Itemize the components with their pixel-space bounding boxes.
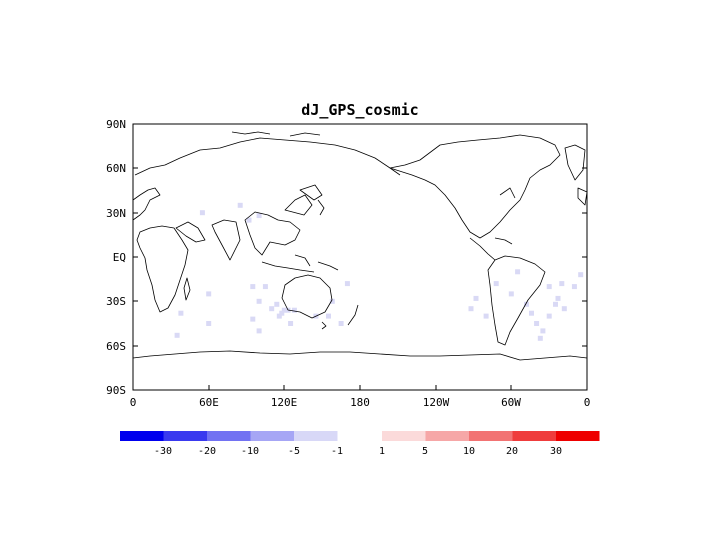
colorbar-swatch [163,431,207,441]
data-cell [483,313,489,319]
colorbar-label: 5 [422,446,428,457]
data-cell [534,321,540,326]
data-cell [246,217,252,223]
lat-label: EQ [113,251,126,264]
data-cell [206,291,212,297]
lat-label: 90S [106,384,126,397]
data-cell [473,295,479,301]
lat-label: 60S [106,340,126,353]
coastlines [132,131,588,361]
data-cell [540,328,546,334]
data-cell [524,301,529,307]
data-cell [329,298,335,304]
data-cell [256,213,262,219]
map-panel: 90N 60N 30N EQ 30S 60S 90S 0 60E 120E 18… [106,118,590,409]
lon-label: 60W [501,396,521,409]
data-cell [555,295,561,301]
data-cell [529,310,534,316]
data-cell [279,310,285,316]
colorbar-label: -1 [331,446,343,457]
data-cell [468,306,474,312]
lat-label: 60N [106,162,126,175]
colorbar-label: -10 [241,446,259,457]
map-title: dJ_GPS_cosmic [301,101,418,119]
colorbar-labels: -30 -20 -10 -5 -1 1 5 10 20 30 [154,446,562,457]
data-cell [546,284,552,290]
axis-ticks [132,123,588,391]
colorbar-swatch [207,431,251,441]
data-cell [537,335,543,341]
colorbar-swatch [469,431,513,441]
colorbar-swatch [120,431,164,441]
data-cell [291,307,297,313]
map-background [132,123,588,391]
colorbar: -30 -20 -10 -5 -1 1 5 10 20 30 [120,431,600,457]
data-cell [256,328,262,334]
data-cell [571,284,577,290]
data-cell [199,210,205,216]
data-cell [344,281,350,287]
colorbar-swatch [382,431,426,441]
data-cell [256,298,262,304]
data-cell [493,281,499,287]
data-cell [250,284,256,290]
data-cell [546,313,552,319]
lat-label: 30S [106,295,126,308]
data-cell [561,306,567,312]
data-cell [515,269,521,275]
colorbar-label: 30 [550,446,562,457]
data-cell [174,332,180,338]
data-cell [237,202,243,208]
colorbar-label: -20 [198,446,216,457]
data-cell [206,321,212,326]
lon-label: 120W [423,396,450,409]
data-cell [578,272,584,278]
lon-label: 180 [350,396,370,409]
data-cell [178,310,184,316]
colorbar-label: -5 [288,446,300,457]
lon-label: 60E [199,396,219,409]
lat-label: 90N [106,118,126,131]
colorbar-swatch [294,431,338,441]
lat-labels: 90N 60N 30N EQ 30S 60S 90S [106,118,126,397]
data-cell [274,301,280,307]
data-cell [276,313,282,319]
data-cell [338,321,344,326]
data-cell [281,307,287,313]
data-cell [262,284,268,290]
colorbar-label: 1 [379,446,385,457]
lat-label: 30N [106,207,126,220]
data-cell [326,313,331,319]
colorbar-swatch [512,431,556,441]
colorbar-label: 20 [506,446,518,457]
colorbar-swatch [250,431,294,441]
lon-label: 0 [130,396,137,409]
colorbar-label: -30 [154,446,172,457]
data-cell [250,316,256,322]
lon-label: 0 [584,396,591,409]
colorbar-boxes [120,431,600,441]
lon-labels: 0 60E 120E 180 120W 60W 0 [130,396,591,409]
data-cell [553,301,558,307]
data-cell [269,306,275,312]
data-cell [288,321,294,326]
data-cell [508,291,514,297]
data-cell [559,281,565,287]
colorbar-swatch [556,431,600,441]
colorbar-label: 10 [463,446,475,457]
lon-label: 120E [271,396,298,409]
colorbar-swatch [425,431,469,441]
